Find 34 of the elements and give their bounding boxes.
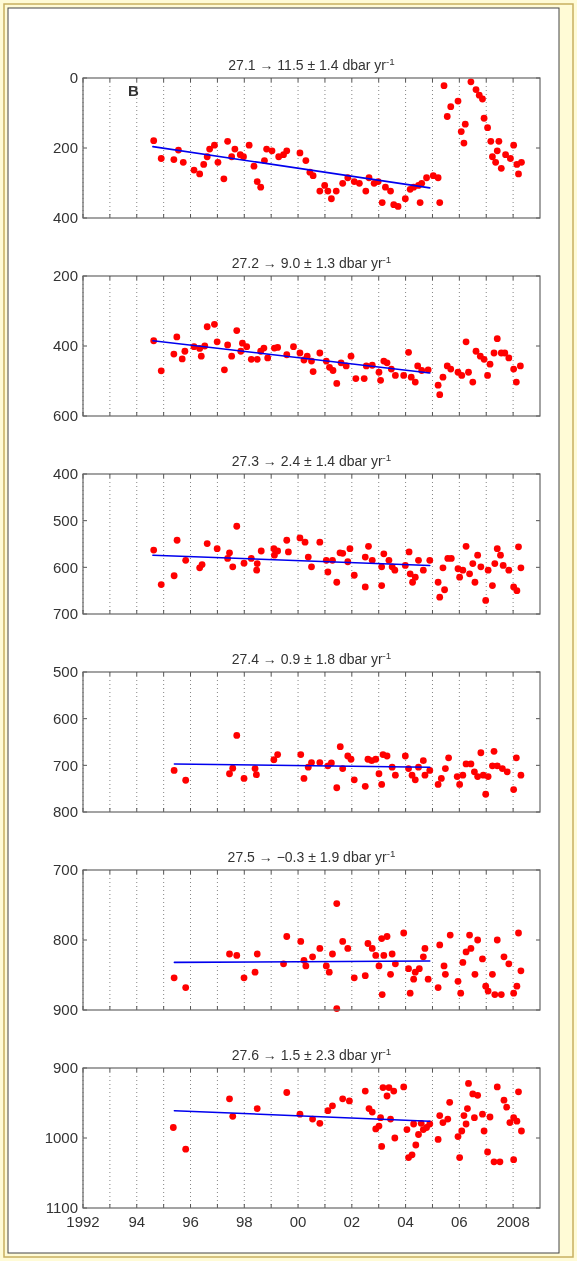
y-tick-label: 900 xyxy=(52,1001,78,1019)
y-tick-label: 700 xyxy=(52,605,78,623)
y-tick-label: 800 xyxy=(52,803,78,821)
y-tick-label: 0 xyxy=(69,69,78,87)
chart-title: 27.1 → 11.5 ± 1.4 dbar yr$^{-1}$ xyxy=(228,55,395,73)
y-tick-label: 600 xyxy=(52,558,78,576)
y-tick-label: 400 xyxy=(52,209,78,227)
x-tick-label: 04 xyxy=(397,1213,414,1230)
x-tick-label: 94 xyxy=(128,1213,146,1230)
x-tick-label: 96 xyxy=(182,1213,199,1230)
y-tick-label: 400 xyxy=(52,337,78,355)
y-tick-label: 400 xyxy=(52,465,78,483)
x-tick-label: 06 xyxy=(451,1213,468,1230)
annotation: B xyxy=(128,82,139,99)
chart-title: 27.6 → 1.5 ± 2.3 dbar yr$^{-1}$ xyxy=(231,1045,392,1063)
y-tick-label: 700 xyxy=(52,861,78,879)
y-tick-label: 200 xyxy=(52,267,78,285)
y-tick-label: 500 xyxy=(52,511,78,529)
chart-title: 27.5 → −0.3 ± 1.9 dbar yr$^{-1}$ xyxy=(227,847,396,865)
y-tick-label: 500 xyxy=(52,663,78,681)
y-tick-label: 200 xyxy=(52,139,78,157)
y-tick-label: 600 xyxy=(52,407,78,425)
chart-title: 27.4 → 0.9 ± 1.8 dbar yr$^{-1}$ xyxy=(231,649,392,667)
x-tick-label: 2008 xyxy=(496,1213,530,1230)
chart-title: 27.3 → 2.4 ± 1.4 dbar yr$^{-1}$ xyxy=(231,451,392,469)
x-tick-label: 02 xyxy=(343,1213,361,1230)
y-tick-label: 900 xyxy=(52,1059,78,1077)
y-tick-label: 800 xyxy=(52,931,78,949)
chart-title: 27.2 → 9.0 ± 1.3 dbar yr$^{-1}$ xyxy=(231,253,392,271)
y-tick-label: 1000 xyxy=(44,1129,78,1147)
x-tick-label: 98 xyxy=(235,1213,253,1230)
y-tick-label: 700 xyxy=(52,756,78,774)
y-tick-label: 600 xyxy=(52,709,78,727)
x-tick-label: 00 xyxy=(289,1213,307,1230)
